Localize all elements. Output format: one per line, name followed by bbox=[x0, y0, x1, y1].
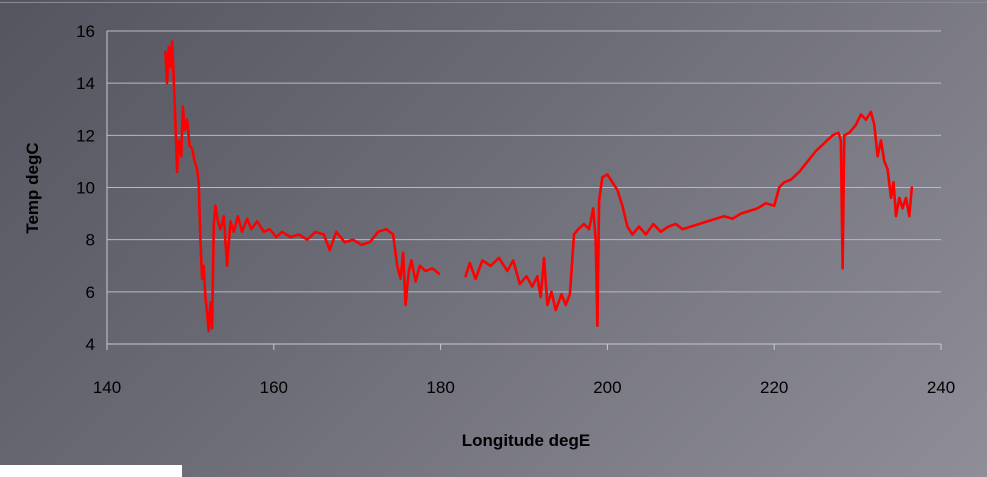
y-tick-label: 4 bbox=[86, 335, 95, 354]
x-tick-label: 180 bbox=[426, 378, 454, 397]
x-tick-label: 220 bbox=[760, 378, 788, 397]
y-tick-label: 8 bbox=[86, 231, 95, 250]
y-tick-label: 12 bbox=[76, 126, 95, 145]
series-line-segment-1 bbox=[164, 40, 441, 333]
series bbox=[164, 40, 914, 333]
y-tick-label: 14 bbox=[76, 74, 95, 93]
axes bbox=[106, 31, 942, 350]
x-tick-label: 200 bbox=[593, 378, 621, 397]
x-tick-label: 160 bbox=[260, 378, 288, 397]
y-tick-label: 6 bbox=[86, 283, 95, 302]
y-axis-title: Temp degC bbox=[23, 142, 42, 233]
x-tick-label: 240 bbox=[927, 378, 955, 397]
y-tick-label: 16 bbox=[76, 22, 95, 41]
x-tick-label: 140 bbox=[93, 378, 121, 397]
y-tick-label: 10 bbox=[76, 179, 95, 198]
top-border bbox=[0, 2, 987, 3]
grid-lines bbox=[107, 30, 941, 293]
x-axis-title: Longitude degE bbox=[462, 431, 590, 450]
corner-patch bbox=[0, 465, 182, 477]
tick-labels: 4 6 8 10 12 14 16 140 160 180 200 220 240 bbox=[76, 22, 955, 397]
series-line-segment-2 bbox=[464, 110, 914, 328]
